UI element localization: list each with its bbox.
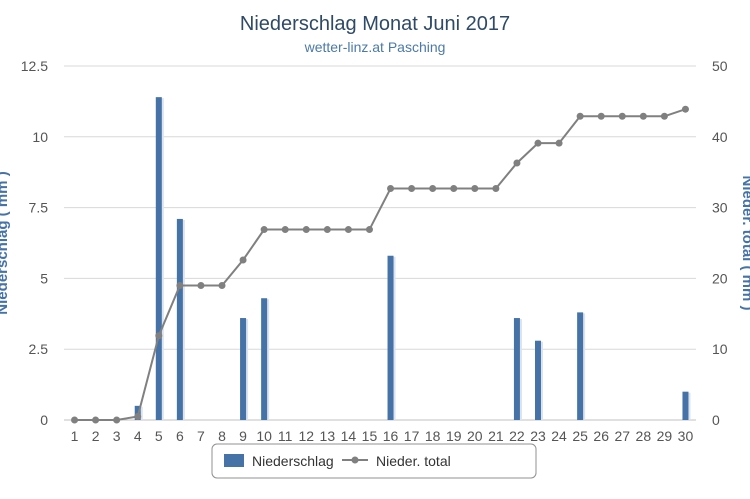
x-tick-label: 7 [197,428,205,444]
y-left-tick-label: 5 [40,270,48,286]
line-point [239,256,247,264]
line-point [513,159,521,167]
x-tick-label: 21 [488,428,504,444]
line-point [218,281,226,289]
gridlines [64,65,696,421]
bar [176,218,183,420]
legend-line-marker[interactable] [351,456,359,464]
y-left-tick-label: 7.5 [29,200,49,216]
x-tick-label: 18 [425,428,441,444]
line-point [681,105,689,113]
line-point [450,184,458,192]
line-point [281,226,289,234]
y-axis-left-title: Niederschlag ( mm ) [0,171,11,314]
legend-bar-label[interactable]: Niederschlag [252,453,334,469]
x-tick-label: 30 [678,428,694,444]
x-tick-label: 28 [636,428,652,444]
bar [387,255,394,420]
line-point [576,112,584,120]
x-tick-label: 17 [404,428,420,444]
x-tick-label: 26 [593,428,609,444]
line-point [618,112,626,120]
y-right-tick-label: 10 [712,341,728,357]
y-right-tick-label: 50 [712,58,728,74]
line-point [71,416,79,424]
line-point [302,226,310,234]
line-point [92,416,100,424]
chart-title: Niederschlag Monat Juni 2017 [240,13,510,35]
x-tick-label: 16 [383,428,399,444]
x-tick-label: 29 [657,428,673,444]
bar-series [134,97,691,420]
legend-bar-swatch[interactable] [224,454,244,467]
x-tick-label: 15 [362,428,378,444]
x-tick-label: 12 [298,428,314,444]
x-tick-label: 2 [92,428,100,444]
line-point [639,112,647,120]
bar [513,318,520,420]
y-axis-right-title: Nieder. total ( mm ) [739,175,750,310]
line-point [660,112,668,120]
line-point [134,412,142,420]
y-right-tick-label: 40 [712,129,728,145]
x-tick-label: 23 [530,428,546,444]
bar [535,340,541,420]
line-point [387,184,395,192]
line-point [344,226,352,234]
bar [682,391,689,420]
x-tick-label: 1 [71,428,79,444]
y-axis-right-ticks: 0 10 20 30 40 50 [712,58,728,428]
line-point [260,226,268,234]
y-axis-left-ticks: 0 2.5 5 7.5 10 12.5 [21,58,48,428]
legend-line-label[interactable]: Nieder. total [376,453,451,469]
line-point [323,226,331,234]
y-right-tick-label: 0 [712,412,720,428]
line-point [429,184,437,192]
y-left-tick-label: 10 [32,129,48,145]
x-tick-label: 19 [446,428,462,444]
x-tick-label: 8 [218,428,226,444]
x-tick-label: 27 [614,428,630,444]
x-tick-label: 24 [551,428,567,444]
line-point [408,184,416,192]
x-axis-ticks: 1 2 3 4 5 6 7 8 9 10 11 12 13 14 15 16 17 18 19 20 21 22 23 24 2… [71,428,694,444]
bar [261,298,268,420]
bar [155,97,162,420]
x-tick-label: 14 [341,428,357,444]
line-point [555,139,563,147]
x-tick-label: 6 [176,428,184,444]
x-tick-label: 9 [239,428,247,444]
line-point [176,281,184,289]
chart-subtitle: wetter-linz.at Pasching [304,39,446,55]
line-series [71,105,689,424]
line-point [471,184,479,192]
y-right-tick-label: 20 [712,270,728,286]
line-point [113,416,121,424]
x-tick-label: 25 [572,428,588,444]
x-tick-label: 13 [320,428,336,444]
y-left-tick-label: 0 [40,412,48,428]
bar [577,312,584,420]
x-tick-label: 10 [256,428,272,444]
line-point [365,226,373,234]
legend-box [211,443,537,479]
line-point [155,332,163,340]
line-point [534,139,542,147]
y-left-tick-label: 12.5 [21,58,48,74]
legend[interactable]: Niederschlag Nieder. total [211,443,537,479]
x-tick-label: 3 [113,428,121,444]
x-tick-label: 22 [509,428,525,444]
bar [240,318,247,420]
line-point [197,281,205,289]
x-tick-label: 11 [278,428,293,444]
y-right-tick-label: 30 [712,200,728,216]
x-tick-label: 4 [134,428,142,444]
y-left-tick-label: 2.5 [29,341,49,357]
line-path [74,108,686,421]
line-point [492,184,500,192]
x-tick-label: 5 [155,428,163,444]
x-tick-label: 20 [467,428,483,444]
line-point [597,112,605,120]
